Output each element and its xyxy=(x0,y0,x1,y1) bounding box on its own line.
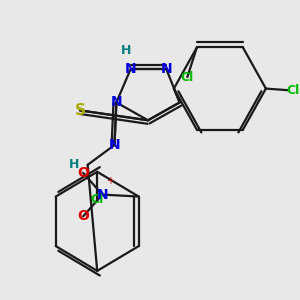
Text: N: N xyxy=(97,188,108,202)
Text: O: O xyxy=(77,166,89,180)
Text: N: N xyxy=(109,138,120,152)
Text: -: - xyxy=(86,163,90,173)
Text: N: N xyxy=(125,62,136,76)
Text: H: H xyxy=(69,158,80,171)
Text: Cl: Cl xyxy=(91,193,104,206)
Text: O: O xyxy=(77,209,89,224)
Text: S: S xyxy=(74,103,86,118)
Text: Cl: Cl xyxy=(286,84,299,97)
Text: +: + xyxy=(106,176,114,186)
Text: H: H xyxy=(121,44,131,57)
Text: Cl: Cl xyxy=(181,70,194,84)
Text: N: N xyxy=(160,62,172,76)
Text: N: N xyxy=(111,95,122,110)
